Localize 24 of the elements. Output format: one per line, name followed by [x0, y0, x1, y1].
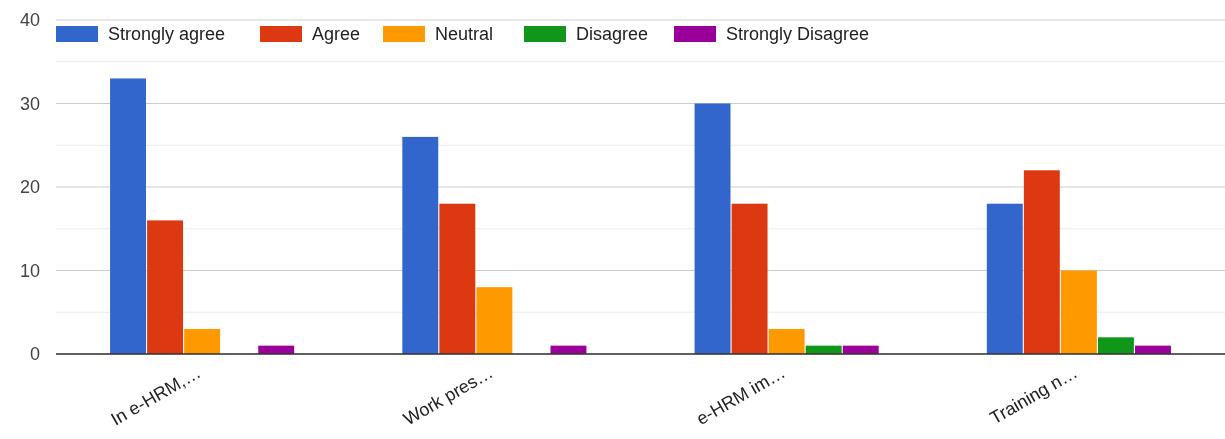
- bar: [1097, 337, 1134, 354]
- bar: [184, 328, 221, 354]
- bar: [402, 136, 439, 354]
- y-tick-label: 20: [19, 177, 40, 198]
- bar: [110, 78, 146, 354]
- legend-label: Strongly Disagree: [726, 24, 870, 44]
- bar: [439, 203, 476, 354]
- bar: [694, 103, 731, 354]
- y-tick-label: 40: [19, 10, 40, 31]
- bar: [768, 328, 805, 354]
- bar: [1023, 170, 1060, 354]
- bar: [731, 203, 768, 354]
- bar: [147, 220, 184, 354]
- y-tick-label: 10: [19, 260, 40, 281]
- legend-label: Disagree: [576, 24, 649, 44]
- bar: [1060, 270, 1097, 354]
- y-tick-label: 0: [29, 344, 40, 365]
- y-tick-label: 30: [19, 93, 40, 114]
- bar: [476, 287, 513, 354]
- legend-label: Strongly agree: [108, 24, 226, 44]
- bar: [986, 203, 1023, 354]
- legend-label: Neutral: [435, 24, 494, 44]
- legend-label: Agree: [312, 24, 361, 44]
- x-tick-label: Work pres…: [400, 362, 497, 430]
